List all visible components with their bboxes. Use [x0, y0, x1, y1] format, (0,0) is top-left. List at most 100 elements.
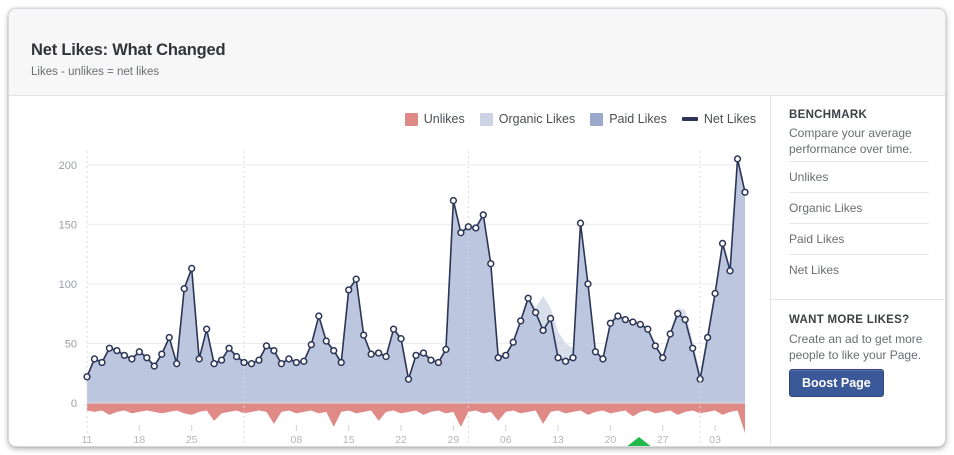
data-point[interactable] — [524, 294, 532, 302]
data-point[interactable] — [262, 342, 271, 350]
data-point[interactable] — [487, 260, 495, 268]
legend-item-unlikes[interactable]: Unlikes — [404, 112, 465, 126]
data-point[interactable] — [315, 312, 323, 320]
data-point[interactable] — [502, 351, 510, 360]
data-point[interactable] — [210, 360, 218, 368]
data-point[interactable] — [726, 267, 734, 275]
data-point[interactable] — [711, 289, 719, 298]
data-point[interactable] — [629, 318, 637, 326]
data-point[interactable] — [300, 357, 308, 365]
data-point[interactable] — [531, 308, 540, 317]
data-point[interactable] — [150, 362, 158, 370]
data-point[interactable] — [659, 354, 667, 362]
data-point[interactable] — [345, 286, 353, 294]
data-point[interactable] — [517, 317, 525, 325]
data-point[interactable] — [494, 354, 502, 362]
data-point[interactable] — [449, 196, 458, 205]
benchmark-item-paid-likes[interactable]: Paid Likes — [789, 223, 929, 254]
data-point[interactable] — [270, 346, 278, 355]
data-point[interactable] — [98, 358, 106, 367]
data-point[interactable] — [90, 355, 99, 363]
data-point[interactable] — [584, 280, 592, 288]
data-point[interactable] — [427, 356, 435, 364]
legend-label: Unlikes — [423, 112, 465, 126]
benchmark-item-net-likes[interactable]: Net Likes — [789, 254, 929, 285]
legend-item-paid-likes[interactable]: Paid Likes — [590, 112, 667, 126]
data-point[interactable] — [105, 344, 114, 352]
legend-item-net-likes[interactable]: Net Likes — [681, 112, 756, 126]
y-axis-tick: 0 — [71, 398, 77, 410]
boost-page-button[interactable]: Boost Page — [789, 369, 884, 397]
data-point[interactable] — [285, 355, 293, 363]
data-point[interactable] — [120, 351, 129, 360]
data-point[interactable] — [576, 219, 585, 227]
release-date-marker[interactable] — [607, 435, 671, 447]
data-point[interactable] — [202, 325, 211, 333]
data-point[interactable] — [188, 264, 196, 273]
data-point[interactable] — [277, 360, 286, 368]
data-point[interactable] — [614, 312, 622, 320]
data-point[interactable] — [636, 320, 644, 329]
data-point[interactable] — [367, 350, 375, 358]
data-point[interactable] — [322, 337, 330, 345]
data-point[interactable] — [397, 335, 405, 343]
data-point[interactable] — [434, 358, 443, 367]
data-point[interactable] — [689, 344, 697, 352]
data-point[interactable] — [217, 356, 226, 364]
x-axis-tick: 27 — [657, 434, 669, 445]
data-point[interactable] — [165, 333, 173, 342]
benchmark-item-unlikes[interactable]: Unlikes — [789, 161, 929, 192]
data-point[interactable] — [158, 350, 166, 358]
data-point[interactable] — [360, 331, 368, 339]
data-point[interactable] — [255, 356, 263, 364]
data-point[interactable] — [703, 333, 712, 342]
data-point[interactable] — [681, 316, 689, 324]
data-point[interactable] — [539, 326, 547, 335]
data-point[interactable] — [457, 229, 465, 237]
data-point[interactable] — [644, 325, 652, 333]
x-axis-tick: 18 — [133, 434, 145, 445]
data-point[interactable] — [718, 239, 727, 248]
data-point[interactable] — [307, 341, 315, 349]
data-point[interactable] — [591, 348, 600, 356]
data-point[interactable] — [128, 355, 136, 363]
data-point[interactable] — [606, 319, 615, 327]
x-axis-tick: 08 — [291, 434, 303, 445]
data-point[interactable] — [546, 314, 555, 323]
data-point[interactable] — [225, 344, 233, 352]
data-point[interactable] — [135, 348, 143, 356]
data-point[interactable] — [621, 316, 630, 324]
data-point[interactable] — [382, 352, 390, 361]
data-point[interactable] — [292, 358, 301, 367]
data-point[interactable] — [599, 355, 607, 363]
data-point[interactable] — [509, 338, 517, 346]
data-point[interactable] — [173, 360, 181, 368]
data-point[interactable] — [337, 358, 345, 367]
benchmark-item-organic-likes[interactable]: Organic Likes — [789, 192, 929, 223]
data-point[interactable] — [733, 155, 742, 163]
data-point[interactable] — [419, 349, 428, 357]
data-point[interactable] — [195, 355, 203, 363]
data-point[interactable] — [554, 354, 562, 362]
data-point[interactable] — [442, 345, 450, 354]
data-point[interactable] — [352, 275, 360, 283]
data-point[interactable] — [472, 224, 480, 232]
data-point[interactable] — [666, 330, 674, 338]
data-point[interactable] — [412, 351, 420, 360]
data-point[interactable] — [330, 346, 338, 355]
data-point[interactable] — [247, 360, 256, 368]
data-point[interactable] — [479, 211, 487, 219]
data-point[interactable] — [741, 188, 749, 196]
data-point[interactable] — [569, 354, 577, 362]
data-point[interactable] — [674, 310, 682, 318]
data-point[interactable] — [180, 285, 188, 293]
data-point[interactable] — [561, 357, 570, 365]
data-point[interactable] — [232, 352, 241, 361]
legend-item-organic-likes[interactable]: Organic Likes — [479, 112, 575, 126]
data-point[interactable] — [374, 349, 383, 357]
data-point[interactable] — [404, 375, 413, 383]
data-point[interactable] — [113, 346, 121, 355]
data-point[interactable] — [143, 354, 151, 362]
data-point[interactable] — [389, 325, 398, 333]
data-point[interactable] — [651, 342, 659, 350]
